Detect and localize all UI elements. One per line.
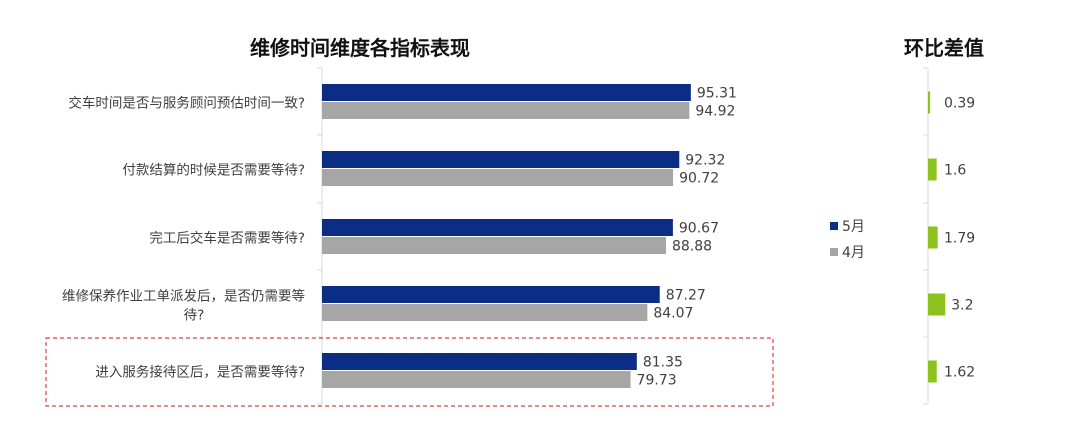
category-label: 进入服务接待区后，是否需要等待? xyxy=(95,364,305,381)
category-label: 完工后交车是否需要等待? xyxy=(149,230,305,247)
bar-may xyxy=(322,219,673,236)
legend-swatch xyxy=(830,248,838,256)
bar-may xyxy=(322,84,691,101)
legend: 5月 4月 xyxy=(830,219,865,261)
legend-swatch xyxy=(830,222,838,230)
diff-value-label: 0.39 xyxy=(944,96,975,112)
category-labels: 交车时间是否与服务顾问预估时间一致? 付款结算的时候是否需要等待? 完工后交车是否需… xyxy=(62,95,305,381)
diff-chart-title: 环比差值 xyxy=(904,36,984,60)
diff-bar xyxy=(928,226,938,249)
main-bars: 95.31 94.92 92.32 90.72 90.67 88.88 87.27 84.07… xyxy=(322,84,737,389)
bar-may xyxy=(322,353,637,370)
bar-april xyxy=(322,169,674,186)
diff-bar xyxy=(928,158,937,181)
bar-value-label: 81.35 xyxy=(643,355,683,371)
bar-value-label: 88.88 xyxy=(672,239,712,255)
highlight-box-rect xyxy=(45,337,774,407)
diff-value-label: 3.2 xyxy=(951,298,973,314)
bar-value-label: 92.32 xyxy=(685,153,725,169)
diff-value-label: 1.79 xyxy=(944,231,975,247)
category-label: 付款结算的时候是否需要等待? xyxy=(122,162,305,179)
category-label: 交车时间是否与服务顾问预估时间一致? xyxy=(68,95,305,112)
bar-april xyxy=(322,237,666,254)
bar-value-label: 90.67 xyxy=(679,221,719,237)
main-chart-title: 维修时间维度各指标表现 xyxy=(250,36,470,60)
legend-label: 5月 xyxy=(842,219,865,235)
category-label: 维修保养作业工单派发后，是否仍需要等待? xyxy=(62,288,305,324)
diff-value-label: 1.6 xyxy=(944,163,966,179)
bar-april xyxy=(322,304,648,321)
main-axis xyxy=(317,67,323,405)
legend-label: 4月 xyxy=(842,245,865,261)
bar-april xyxy=(322,102,690,119)
bar-value-label: 94.92 xyxy=(695,104,735,120)
diff-bar xyxy=(928,293,946,316)
bar-value-label: 95.31 xyxy=(697,86,737,102)
bar-value-label: 87.27 xyxy=(666,288,706,304)
bar-value-label: 84.07 xyxy=(653,306,693,322)
bar-value-label: 90.72 xyxy=(679,171,719,187)
diff-bar xyxy=(928,91,931,114)
bar-april xyxy=(322,371,631,388)
bar-value-label: 79.73 xyxy=(637,373,677,389)
bar-may xyxy=(322,151,680,168)
bar-may xyxy=(322,286,660,303)
highlight-box xyxy=(45,337,774,407)
diff-bars: 0.39 1.6 1.79 3.2 1.62 xyxy=(923,67,975,405)
diff-value-label: 1.62 xyxy=(944,365,975,381)
diff-bar xyxy=(928,360,937,383)
